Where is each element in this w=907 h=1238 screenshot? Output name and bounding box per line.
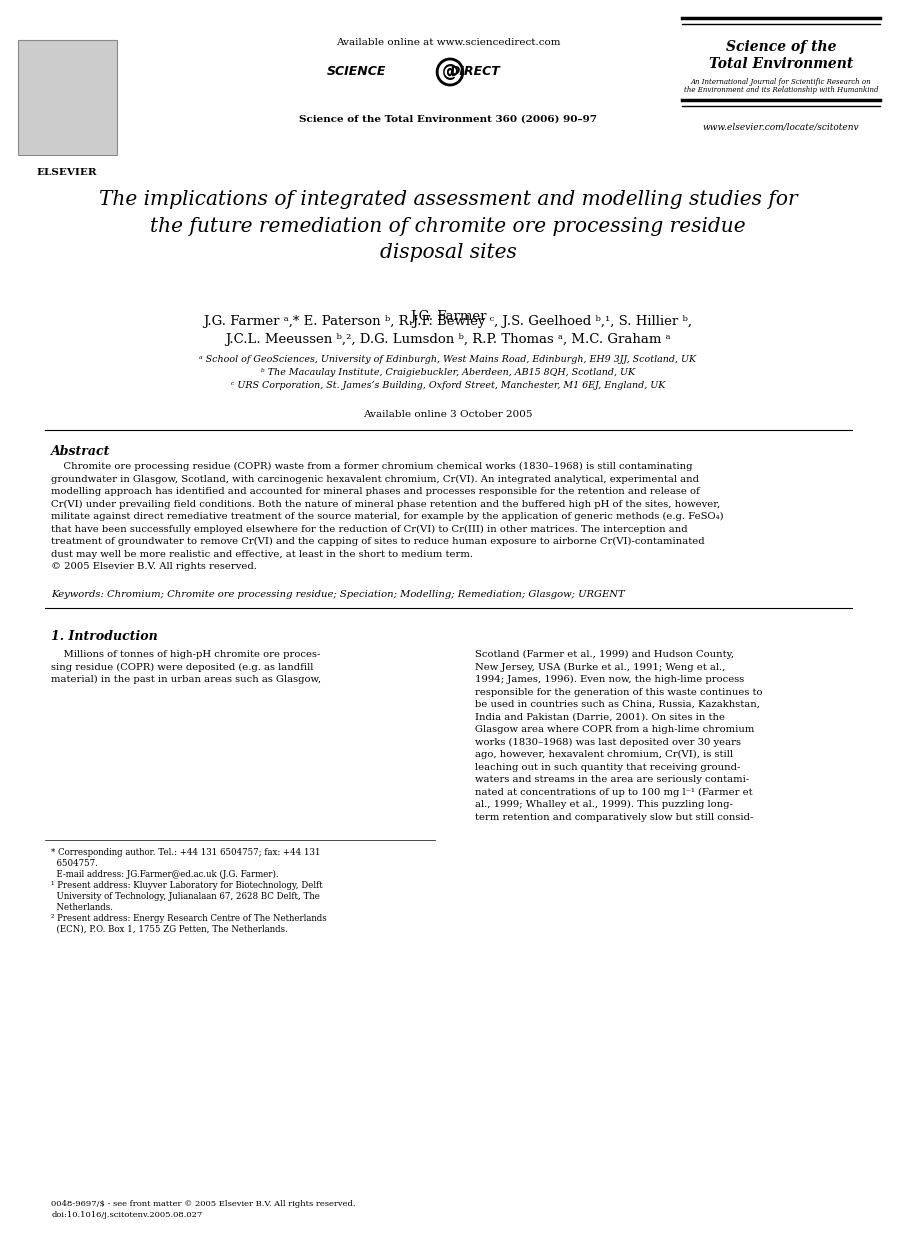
Text: responsible for the generation of this waste continues to: responsible for the generation of this w…	[474, 687, 762, 697]
Text: E-mail address: JG.Farmer@ed.ac.uk (J.G. Farmer).: E-mail address: JG.Farmer@ed.ac.uk (J.G.…	[52, 870, 279, 879]
Text: @: @	[442, 63, 458, 80]
Text: ago, however, hexavalent chromium, Cr(VI), is still: ago, however, hexavalent chromium, Cr(VI…	[474, 750, 733, 759]
FancyBboxPatch shape	[18, 40, 117, 155]
Text: Science of the: Science of the	[726, 40, 836, 54]
Text: Millions of tonnes of high-pH chromite ore proces-: Millions of tonnes of high-pH chromite o…	[52, 650, 321, 659]
Text: leaching out in such quantity that receiving ground-: leaching out in such quantity that recei…	[474, 763, 740, 771]
Text: J.G. Farmer ᵃ,* E. Paterson ᵇ, R.J.F. Bewley ᶜ, J.S. Geelhoed ᵇ,¹, S. Hillier ᵇ,: J.G. Farmer ᵃ,* E. Paterson ᵇ, R.J.F. Be…	[203, 314, 693, 328]
Text: www.elsevier.com/locate/scitotenv: www.elsevier.com/locate/scitotenv	[703, 123, 860, 131]
Text: militate against direct remediative treatment of the source material, for exampl: militate against direct remediative trea…	[52, 513, 724, 521]
Text: ELSEVIER: ELSEVIER	[37, 168, 98, 177]
Text: modelling approach has identified and accounted for mineral phases and processes: modelling approach has identified and ac…	[52, 487, 700, 496]
Text: Available online 3 October 2005: Available online 3 October 2005	[364, 410, 532, 418]
Text: An International Journal for Scientific Research on: An International Journal for Scientific …	[691, 78, 872, 85]
Text: 1. Introduction: 1. Introduction	[52, 630, 158, 643]
Text: Cr(VI) under prevailing field conditions. Both the nature of mineral phase reten: Cr(VI) under prevailing field conditions…	[52, 499, 721, 509]
Text: Science of the Total Environment 360 (2006) 90–97: Science of the Total Environment 360 (20…	[299, 115, 597, 124]
Text: 0048-9697/$ - see front matter © 2005 Elsevier B.V. All rights reserved.: 0048-9697/$ - see front matter © 2005 El…	[52, 1200, 356, 1208]
Text: 1994; James, 1996). Even now, the high-lime process: 1994; James, 1996). Even now, the high-l…	[474, 675, 744, 685]
Text: nated at concentrations of up to 100 mg l⁻¹ (Farmer et: nated at concentrations of up to 100 mg …	[474, 787, 752, 796]
Text: SCIENCE: SCIENCE	[327, 66, 385, 78]
Text: ¹ Present address: Kluyver Laboratory for Biotechnology, Delft: ¹ Present address: Kluyver Laboratory fo…	[52, 881, 323, 890]
Text: Chromite ore processing residue (COPR) waste from a former chromium chemical wor: Chromite ore processing residue (COPR) w…	[52, 462, 693, 472]
Text: al., 1999; Whalley et al., 1999). This puzzling long-: al., 1999; Whalley et al., 1999). This p…	[474, 800, 733, 810]
Text: J.G. Farmer: J.G. Farmer	[410, 310, 486, 323]
Text: works (1830–1968) was last deposited over 30 years: works (1830–1968) was last deposited ove…	[474, 738, 741, 747]
Text: © 2005 Elsevier B.V. All rights reserved.: © 2005 Elsevier B.V. All rights reserved…	[52, 562, 258, 571]
Text: groundwater in Glasgow, Scotland, with carcinogenic hexavalent chromium, Cr(VI).: groundwater in Glasgow, Scotland, with c…	[52, 474, 699, 484]
Text: New Jersey, USA (Burke et al., 1991; Weng et al.,: New Jersey, USA (Burke et al., 1991; Wen…	[474, 662, 725, 672]
Text: ² Present address: Energy Research Centre of The Netherlands: ² Present address: Energy Research Centr…	[52, 914, 327, 924]
Text: treatment of groundwater to remove Cr(VI) and the capping of sites to reduce hum: treatment of groundwater to remove Cr(VI…	[52, 537, 705, 546]
Text: Keywords: Chromium; Chromite ore processing residue; Speciation; Modelling; Reme: Keywords: Chromium; Chromite ore process…	[52, 591, 625, 599]
Text: doi:10.1016/j.scitotenv.2005.08.027: doi:10.1016/j.scitotenv.2005.08.027	[52, 1211, 202, 1219]
Text: DIRECT: DIRECT	[450, 66, 501, 78]
Text: 6504757.: 6504757.	[52, 859, 98, 868]
Text: Glasgow area where COPR from a high-lime chromium: Glasgow area where COPR from a high-lime…	[474, 725, 754, 734]
Text: term retention and comparatively slow but still consid-: term retention and comparatively slow bu…	[474, 812, 753, 822]
Text: waters and streams in the area are seriously contami-: waters and streams in the area are serio…	[474, 775, 749, 784]
Text: that have been successfully employed elsewhere for the reduction of Cr(VI) to Cr: that have been successfully employed els…	[52, 525, 688, 534]
Text: sing residue (COPR) were deposited (e.g. as landfill: sing residue (COPR) were deposited (e.g.…	[52, 662, 314, 672]
Text: Abstract: Abstract	[52, 444, 111, 458]
Text: India and Pakistan (Darrie, 2001). On sites in the: India and Pakistan (Darrie, 2001). On si…	[474, 713, 725, 722]
Text: Available online at www.sciencedirect.com: Available online at www.sciencedirect.co…	[336, 38, 561, 47]
Text: Total Environment: Total Environment	[709, 57, 853, 71]
Text: material) in the past in urban areas such as Glasgow,: material) in the past in urban areas suc…	[52, 675, 322, 685]
Text: ᵇ The Macaulay Institute, Craigiebuckler, Aberdeen, AB15 8QH, Scotland, UK: ᵇ The Macaulay Institute, Craigiebuckler…	[261, 368, 635, 378]
Text: be used in countries such as China, Russia, Kazakhstan,: be used in countries such as China, Russ…	[474, 699, 760, 709]
Text: (ECN), P.O. Box 1, 1755 ZG Petten, The Netherlands.: (ECN), P.O. Box 1, 1755 ZG Petten, The N…	[52, 925, 288, 933]
Text: J.C.L. Meeussen ᵇ,², D.G. Lumsdon ᵇ, R.P. Thomas ᵃ, M.C. Graham ᵃ: J.C.L. Meeussen ᵇ,², D.G. Lumsdon ᵇ, R.P…	[225, 333, 671, 345]
Text: Scotland (Farmer et al., 1999) and Hudson County,: Scotland (Farmer et al., 1999) and Hudso…	[474, 650, 734, 659]
Text: The implications of integrated assessment and modelling studies for
the future r: The implications of integrated assessmen…	[99, 189, 797, 262]
Text: dust may well be more realistic and effective, at least in the short to medium t: dust may well be more realistic and effe…	[52, 550, 473, 558]
Text: University of Technology, Julianalaan 67, 2628 BC Delft, The: University of Technology, Julianalaan 67…	[52, 893, 320, 901]
Text: * Corresponding author. Tel.: +44 131 6504757; fax: +44 131: * Corresponding author. Tel.: +44 131 65…	[52, 848, 321, 857]
Text: Netherlands.: Netherlands.	[52, 903, 113, 912]
Text: ᵃ School of GeoSciences, University of Edinburgh, West Mains Road, Edinburgh, EH: ᵃ School of GeoSciences, University of E…	[200, 355, 697, 364]
Text: the Environment and its Relationship with Humankind: the Environment and its Relationship wit…	[684, 85, 879, 94]
Text: ᶜ URS Corporation, St. James’s Building, Oxford Street, Manchester, M1 6EJ, Engl: ᶜ URS Corporation, St. James’s Building,…	[230, 381, 665, 390]
